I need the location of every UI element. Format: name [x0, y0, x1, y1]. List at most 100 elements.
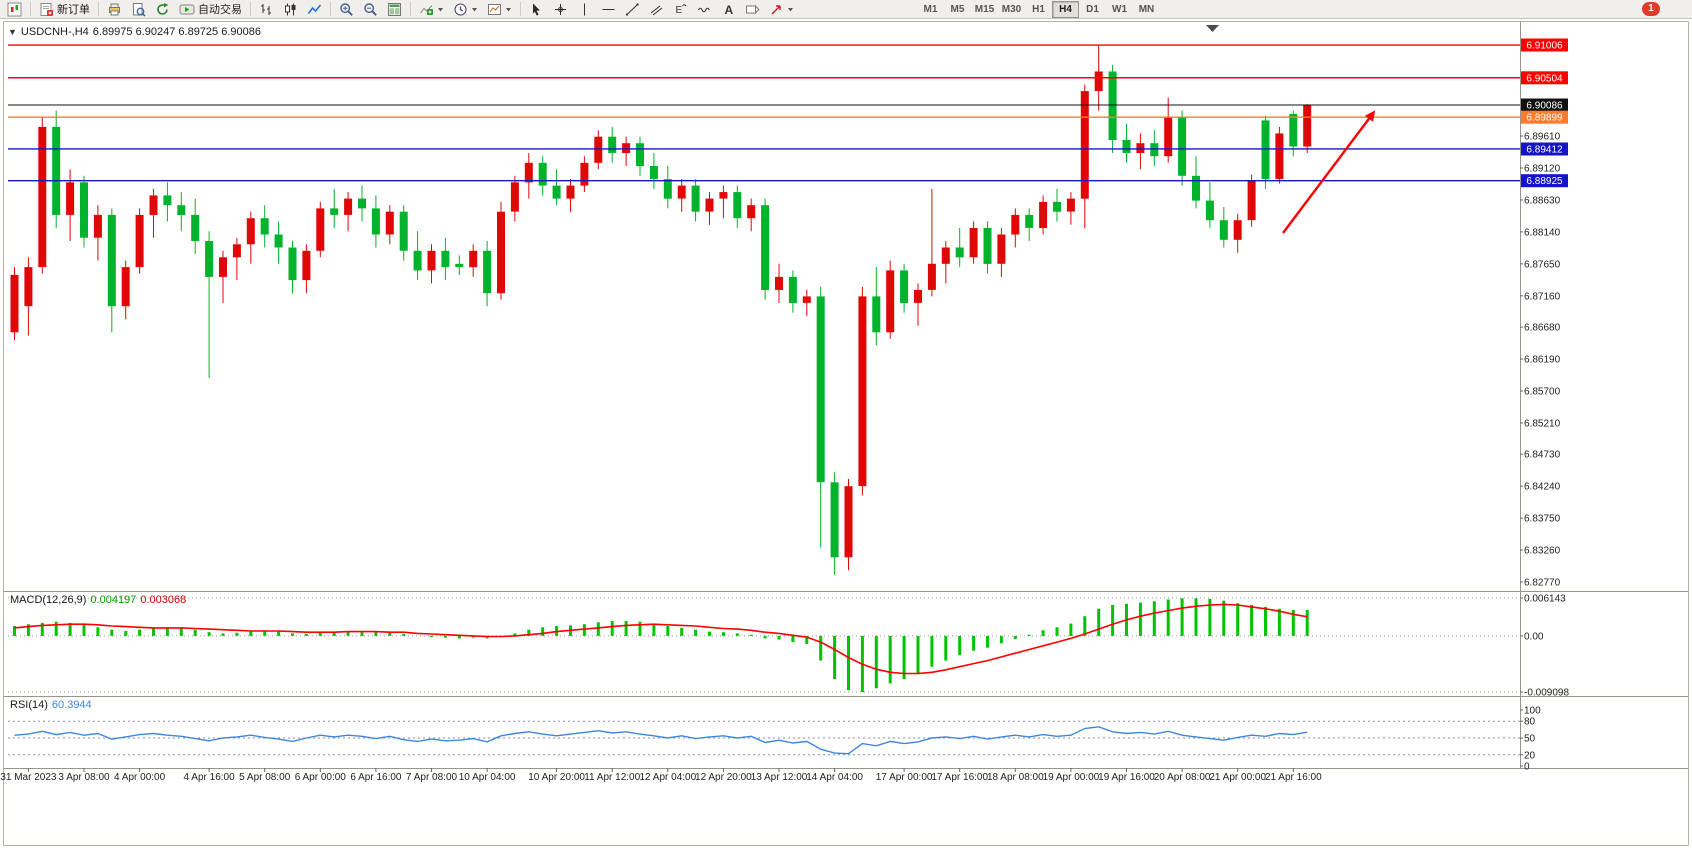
zoom-out-button[interactable] [359, 1, 382, 18]
timeframe-M1[interactable]: M1 [917, 1, 944, 18]
auto-trading-button[interactable]: 自动交易 [175, 1, 246, 18]
time-label: 10 Apr 20:00 [528, 772, 585, 783]
candle-body [802, 296, 811, 303]
text-button[interactable]: A [717, 1, 740, 18]
periods-button[interactable] [449, 1, 482, 18]
time-label: 7 Apr 08:00 [406, 772, 458, 783]
candle-body [816, 296, 825, 483]
waves-button[interactable] [693, 1, 716, 18]
horizontal-line-button[interactable] [597, 1, 620, 18]
candle-body [191, 214, 200, 241]
chart-preview-button[interactable] [127, 1, 150, 18]
candlestick-chart-button[interactable] [279, 1, 302, 18]
rsi-scale-label: 100 [1524, 706, 1541, 717]
indicators-icon [420, 4, 433, 15]
candle-body [497, 211, 505, 294]
one-click-trading-toggle-icon[interactable]: ▼ [8, 27, 17, 37]
timeframe-M5[interactable]: M5 [944, 1, 971, 18]
chart-objects[interactable] [1282, 110, 1376, 234]
crosshair-button[interactable] [549, 1, 572, 18]
toolbar-separator [250, 2, 251, 16]
vertical-line-button[interactable] [573, 1, 596, 18]
chevron-down-icon [788, 7, 793, 11]
line-chart-icon [307, 4, 322, 14]
new-order-icon [40, 2, 53, 16]
timeframe-H4[interactable]: H4 [1052, 0, 1079, 18]
candle-body [1219, 220, 1228, 240]
toolbar-separator [30, 2, 31, 16]
time-label: 3 Apr 08:00 [58, 772, 110, 783]
price-level-text: 6.89899 [1526, 113, 1563, 124]
line-chart-button[interactable] [303, 1, 326, 18]
price-tick-label: 6.84240 [1524, 482, 1561, 493]
cursor-button[interactable] [525, 1, 548, 18]
bars-chart-icon [261, 3, 271, 15]
candle-body [177, 205, 186, 215]
candle-body [941, 247, 950, 264]
candle-body [1233, 220, 1242, 240]
toolbar-separator [330, 2, 331, 16]
candle-body [983, 228, 992, 264]
candle-body [24, 267, 33, 307]
refresh-button[interactable] [151, 1, 174, 18]
candle-body [844, 486, 853, 558]
time-label: 17 Apr 16:00 [931, 772, 988, 783]
templates-button[interactable] [483, 1, 516, 18]
candle-body [288, 247, 297, 281]
candle-body [1080, 91, 1089, 199]
candle-body [93, 214, 102, 238]
tile-windows-button[interactable] [383, 1, 406, 18]
time-label: 10 Apr 04:00 [459, 772, 516, 783]
chart-preview-icon [133, 2, 146, 17]
templates-icon [488, 3, 501, 15]
price-tick-label: 6.87160 [1524, 291, 1561, 302]
rsi-line [14, 726, 1308, 755]
timeframe-H1[interactable]: H1 [1025, 1, 1052, 18]
candle-body [1247, 181, 1256, 221]
arrow-objects-button[interactable] [765, 1, 798, 18]
time-axis[interactable]: 31 Mar 2023 3 Apr 08:00 4 Apr 00:00 4 Apr 1… [0, 768, 1322, 783]
label-button[interactable] [741, 1, 764, 18]
elliott-button[interactable]: E [669, 1, 692, 18]
trendline-button[interactable] [621, 1, 644, 18]
chart-shift-marker-icon[interactable] [1206, 25, 1219, 32]
price-axis[interactable]: 6.89610 6.89120 6.88630 6.88140 6.87650 6.871… [1520, 132, 1561, 589]
channel-button[interactable] [645, 1, 668, 18]
print-button[interactable] [103, 1, 126, 18]
time-label: 6 Apr 16:00 [350, 772, 402, 783]
vertical-line-icon [584, 3, 585, 15]
refresh-icon [157, 2, 169, 15]
candle-body [1053, 201, 1061, 212]
text-icon: A [725, 3, 734, 17]
chart-info-line: ▼ USDCNH-,H4 6.89975 6.90247 6.89725 6.900… [8, 26, 265, 38]
timeframe-MN[interactable]: MN [1133, 1, 1160, 18]
price-tick-label: 6.82770 [1524, 578, 1561, 589]
app-icon[interactable] [3, 1, 26, 18]
notification-badge[interactable]: 1 [1642, 2, 1660, 16]
price-level-label [1521, 110, 1568, 124]
timeframe-M30[interactable]: M30 [998, 1, 1025, 18]
candle-body [927, 263, 936, 290]
macd-signal-line [14, 603, 1308, 675]
trend-arrow-object[interactable] [1282, 110, 1376, 234]
indicators-button[interactable] [415, 1, 448, 18]
price-tick-label: 6.88630 [1524, 195, 1561, 206]
candle-body [1303, 105, 1312, 147]
zoom-in-button[interactable] [335, 1, 358, 18]
svg-text:A: A [725, 3, 734, 17]
candle-body [663, 179, 672, 199]
timeframe-W1[interactable]: W1 [1106, 1, 1133, 18]
zoom-in-icon [340, 2, 353, 16]
new-order-button[interactable]: 新订单 [35, 1, 94, 18]
candle-body [566, 185, 575, 199]
timeframe-M15[interactable]: M15 [971, 1, 998, 18]
candle-body [316, 208, 325, 251]
bars-chart-button[interactable] [255, 1, 278, 18]
candle-body [1205, 200, 1214, 221]
timeframe-D1[interactable]: D1 [1079, 1, 1106, 18]
chart-title: USDCNH-,H4 [20, 26, 89, 38]
candle-body [1289, 113, 1298, 147]
macd-label: MACD(12,26,9) [10, 594, 87, 606]
